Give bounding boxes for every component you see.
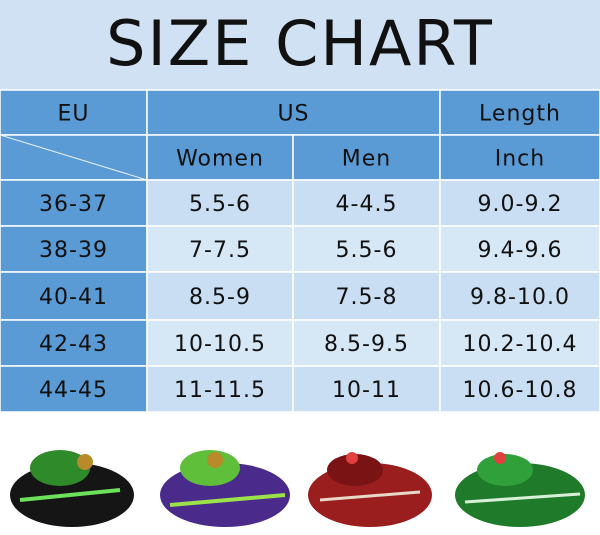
eu-size-cell bbox=[0, 319, 148, 367]
size-cell bbox=[439, 225, 600, 273]
slipper-red bbox=[308, 452, 432, 527]
size-cell bbox=[146, 225, 294, 273]
cell-text: 40-41 bbox=[39, 285, 108, 310]
size-cell bbox=[146, 179, 294, 227]
cell-text: Men bbox=[342, 147, 391, 172]
cell-text: 9.0-9.2 bbox=[478, 192, 563, 217]
cell-text: 36-37 bbox=[39, 192, 108, 217]
slipper-green bbox=[455, 452, 585, 527]
header-cell bbox=[439, 134, 600, 181]
size-cell bbox=[146, 319, 294, 367]
size-cell bbox=[292, 225, 441, 273]
cell-text: US bbox=[277, 102, 309, 127]
cell-text: 8.5-9 bbox=[189, 285, 251, 310]
cell-text: 5.5-6 bbox=[336, 238, 398, 263]
diagonal-line bbox=[0, 134, 148, 181]
header-cell bbox=[0, 89, 148, 136]
slipper-black bbox=[10, 450, 134, 527]
cell-text: 11-11.5 bbox=[174, 378, 266, 403]
eu-size-cell bbox=[0, 179, 148, 227]
size-cell bbox=[292, 365, 441, 413]
title: SIZE CHART bbox=[106, 7, 494, 80]
title-band bbox=[0, 0, 600, 90]
size-cell bbox=[439, 319, 600, 367]
cell-text: 10.6-10.8 bbox=[463, 378, 578, 403]
slipper-photos bbox=[10, 450, 585, 527]
size-cell bbox=[439, 365, 600, 413]
cell-text: 9.8-10.0 bbox=[470, 285, 570, 310]
cell-text: 8.5-9.5 bbox=[324, 332, 409, 357]
header-cell bbox=[439, 89, 600, 136]
size-cell bbox=[292, 271, 441, 321]
cell-text: 5.5-6 bbox=[189, 192, 251, 217]
cell-text: Inch bbox=[495, 147, 545, 172]
cell-text: 7-7.5 bbox=[189, 238, 251, 263]
cell-text: 10-11 bbox=[332, 378, 401, 403]
size-table: EU US Length Women Men Inch 36-37 5.5-6 4-4.5 9.0… bbox=[0, 89, 600, 413]
size-cell bbox=[439, 271, 600, 321]
cell-text: 9.4-9.6 bbox=[478, 238, 563, 263]
cell-text: Women bbox=[176, 147, 264, 172]
cell-text: 10.2-10.4 bbox=[463, 332, 578, 357]
slipper-purple bbox=[160, 450, 290, 527]
size-cell bbox=[146, 365, 294, 413]
cell-text: 44-45 bbox=[39, 378, 108, 403]
cell-text: 42-43 bbox=[39, 332, 108, 357]
cell-text: 10-10.5 bbox=[174, 332, 266, 357]
cell-text: EU bbox=[57, 102, 89, 127]
cell-text: 7.5-8 bbox=[336, 285, 398, 310]
cell-text: Length bbox=[479, 102, 561, 127]
cell-text: 38-39 bbox=[39, 238, 108, 263]
cell-text: 4-4.5 bbox=[336, 192, 398, 217]
